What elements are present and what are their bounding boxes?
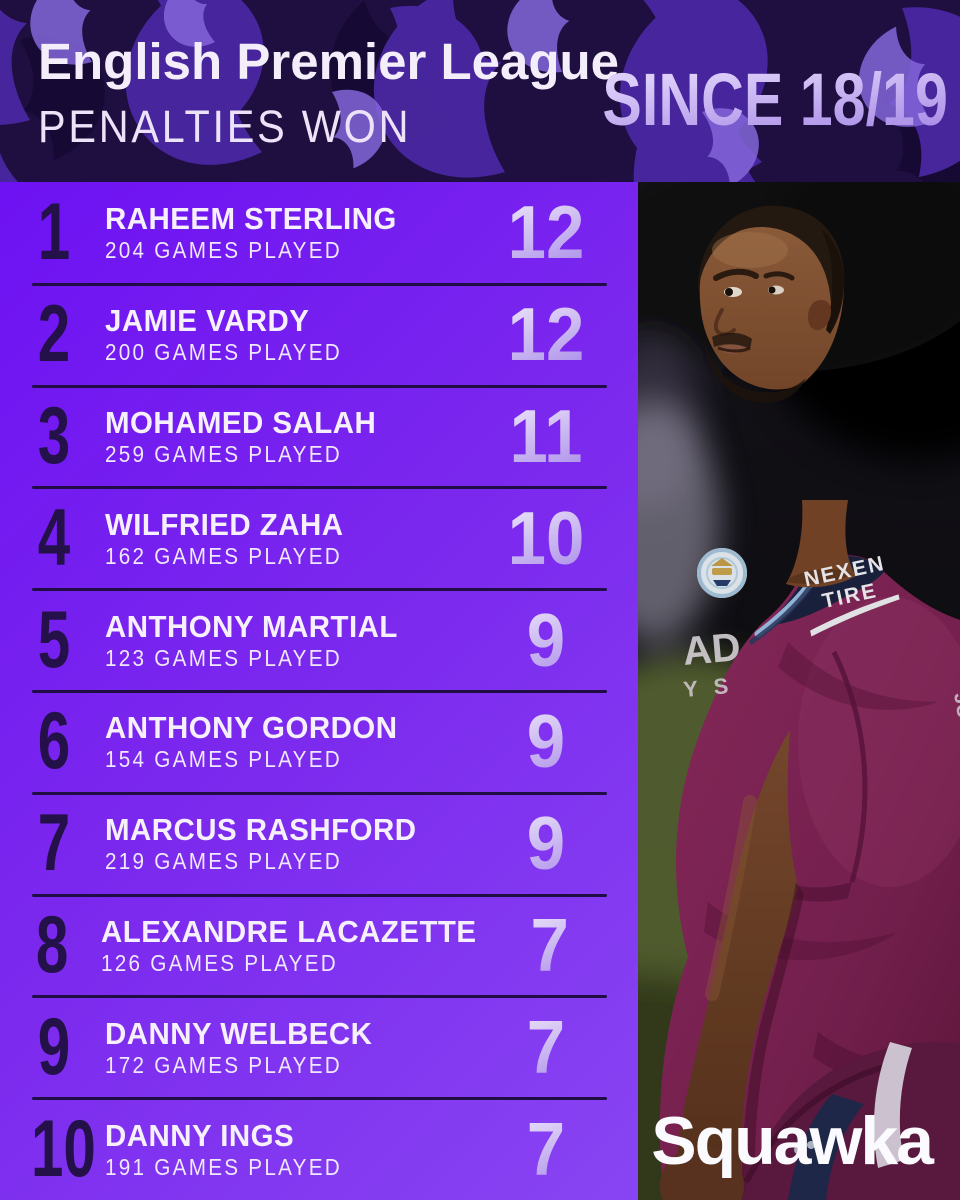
ranking-row: 3 MOHAMED SALAH 259 GAMES PLAYED 11 <box>0 386 638 490</box>
photo-vignette <box>638 182 960 1200</box>
back-text-fragment: JU <box>949 691 960 720</box>
player-name: ALEXANDRE LACAZETTE <box>101 913 477 949</box>
penalty-count: 12 <box>494 195 597 270</box>
header-pattern <box>0 0 960 182</box>
rank-number: 6 <box>37 696 71 787</box>
player-name: DANNY WELBECK <box>105 1015 373 1051</box>
penalty-count: 9 <box>494 602 597 678</box>
penalty-count: 7 <box>494 1111 597 1187</box>
penalty-count: 7 <box>501 907 598 983</box>
player-name: RAHEEM STERLING <box>105 201 397 237</box>
back-number-fragment <box>874 1042 912 1168</box>
ranking-list: 1 RAHEEM STERLING 204 GAMES PLAYED 12 2 … <box>0 182 638 1200</box>
games-played: 123 GAMES PLAYED <box>105 644 342 671</box>
brand-wordmark: Squawka <box>651 1103 934 1179</box>
player-name: MARCUS RASHFORD <box>105 812 417 848</box>
rank-number: 8 <box>35 900 69 990</box>
penalty-count: 7 <box>494 1009 597 1085</box>
rank-number: 7 <box>37 798 71 889</box>
sponsor-swoosh <box>810 594 900 637</box>
rank-number: 1 <box>37 187 71 278</box>
player-name: ANTHONY GORDON <box>105 710 398 746</box>
player-name: MOHAMED SALAH <box>105 404 377 440</box>
player-name: WILFRIED ZAHA <box>105 506 344 542</box>
games-played: 191 GAMES PLAYED <box>105 1153 342 1180</box>
penalty-count: 11 <box>494 398 597 474</box>
player-figure: NEXEN TIRE AD Y S JU <box>659 205 960 1200</box>
rank-number: 4 <box>37 492 71 583</box>
games-played: 204 GAMES PLAYED <box>105 237 342 264</box>
penalty-count: 12 <box>494 297 597 372</box>
club-badge <box>697 548 747 598</box>
since-label: SINCE 18/19 <box>602 58 948 141</box>
games-played: 162 GAMES PLAYED <box>105 542 342 569</box>
rank-number: 3 <box>37 391 71 482</box>
header-band: English Premier League PENALTIES WON SIN… <box>0 0 960 182</box>
rank-number: 10 <box>30 1103 96 1194</box>
player-photo: NEXEN TIRE AD Y S JU <box>638 182 960 1200</box>
ranking-row: 6 ANTHONY GORDON 154 GAMES PLAYED 9 <box>0 691 638 795</box>
ranking-row: 5 ANTHONY MARTIAL 123 GAMES PLAYED 9 <box>0 589 638 693</box>
ranking-row: 7 MARCUS RASHFORD 219 GAMES PLAYED 9 <box>0 793 638 897</box>
penalty-count: 10 <box>494 500 597 576</box>
ranking-row: 2 JAMIE VARDY 200 GAMES PLAYED 12 <box>0 284 638 388</box>
player-name: ANTHONY MARTIAL <box>105 608 398 644</box>
ranking-row: 10 DANNY INGS 191 GAMES PLAYED 7 <box>0 1098 638 1200</box>
games-played: 259 GAMES PLAYED <box>105 440 342 467</box>
ranking-row: 1 RAHEEM STERLING 204 GAMES PLAYED 12 <box>0 182 638 286</box>
games-played: 154 GAMES PLAYED <box>105 746 342 773</box>
penalty-count: 9 <box>494 704 597 779</box>
rank-number: 5 <box>37 594 71 685</box>
games-played: 126 GAMES PLAYED <box>101 949 339 976</box>
games-played: 200 GAMES PLAYED <box>105 339 342 366</box>
player-name: JAMIE VARDY <box>105 303 310 339</box>
ranking-row: 9 DANNY WELBECK 172 GAMES PLAYED 7 <box>0 996 638 1100</box>
chest-sponsor-fragment: AD <box>681 625 742 674</box>
player-name: DANNY INGS <box>105 1117 295 1153</box>
ranking-row: 8 ALEXANDRE LACAZETTE 126 GAMES PLAYED 7 <box>0 895 638 999</box>
games-played: 219 GAMES PLAYED <box>105 848 342 875</box>
page-subtitle: PENALTIES WON <box>38 101 412 152</box>
chest-sponsor-fragment: Y S <box>682 673 734 702</box>
games-played: 172 GAMES PLAYED <box>105 1051 342 1078</box>
ranking-row: 4 WILFRIED ZAHA 162 GAMES PLAYED 10 <box>0 487 638 591</box>
shorts-stripe <box>788 1094 864 1200</box>
penalty-count: 9 <box>494 806 597 881</box>
rank-number: 9 <box>37 1001 71 1092</box>
page-title: English Premier League <box>38 33 620 90</box>
rank-number: 2 <box>37 289 71 380</box>
